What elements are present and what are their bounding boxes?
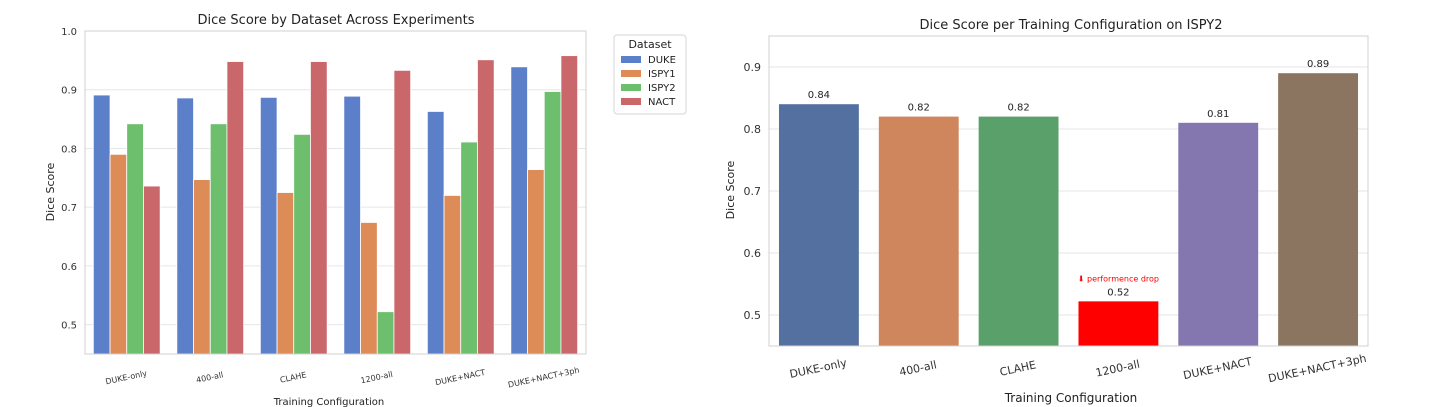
left-bar — [293, 133, 311, 355]
right-xtick-label: DUKE-only — [788, 356, 848, 381]
left-ytick-label: 0.5 — [61, 321, 77, 332]
left-bar — [376, 311, 395, 355]
right-ytick-label: 0.9 — [744, 61, 762, 74]
right-bar — [1078, 301, 1159, 346]
left-chart: Dice Score by Dataset Across Experiments… — [44, 13, 687, 407]
right-ytick-label: 0.7 — [744, 185, 762, 198]
left-bar — [543, 91, 562, 355]
left-legend: Dataset DUKE ISPY1 ISPY2 NACT — [613, 34, 687, 115]
left-xtick-label: DUKE-only — [105, 369, 148, 387]
right-value-label: 0.81 — [1207, 109, 1229, 120]
right-bar — [978, 116, 1059, 346]
legend-swatch — [621, 98, 641, 105]
left-bar — [343, 95, 361, 355]
right-value-label: 0.82 — [1007, 103, 1029, 114]
right-bar — [878, 116, 959, 346]
left-ytick-label: 0.8 — [61, 144, 77, 155]
left-bar — [510, 66, 528, 355]
right-value-label: 0.82 — [908, 103, 930, 114]
left-bar — [360, 222, 378, 355]
left-xtick-label: DUKE+NACT — [434, 368, 486, 387]
right-xtick-label: CLAHE — [999, 358, 1038, 378]
left-bar — [143, 185, 161, 355]
right-plot-frame — [768, 35, 1369, 347]
right-xtick-label: 400-all — [898, 358, 938, 379]
left-bar — [393, 69, 412, 355]
right-ytick-label: 0.8 — [744, 123, 762, 136]
right-bar — [1178, 122, 1259, 346]
right-xtick-label: DUKE+NACT+3ph — [1267, 352, 1368, 386]
right-bar — [778, 104, 859, 346]
legend-box — [613, 34, 687, 115]
legend-swatch — [621, 70, 641, 77]
right-chart-xlabel: Training Configuration — [1004, 391, 1138, 405]
left-xtick-label: DUKE+NACT+3ph — [507, 366, 580, 390]
right-ytick-label: 0.5 — [744, 309, 762, 322]
left-bar — [460, 141, 478, 355]
left-bar — [527, 169, 545, 355]
legend-swatch — [621, 56, 641, 63]
right-chart: Dice Score per Training Configuration on… — [724, 18, 1369, 405]
right-xtick-label: DUKE+NACT — [1182, 355, 1253, 382]
left-chart-xlabel: Training Configuration — [273, 397, 384, 407]
right-ytick-label: 0.6 — [744, 247, 762, 260]
left-plot-frame — [84, 30, 587, 355]
left-xtick-label: CLAHE — [279, 370, 307, 384]
left-bar — [310, 61, 328, 355]
left-bar — [477, 59, 495, 355]
left-bar — [92, 94, 111, 355]
left-ytick-label: 0.7 — [61, 203, 77, 214]
right-chart-ylabel: Dice Score — [724, 160, 737, 219]
left-bar — [176, 97, 194, 355]
legend-swatch — [621, 84, 641, 91]
right-bar — [1278, 73, 1359, 346]
right-xtick-label: 1200-all — [1094, 358, 1141, 380]
left-bar — [259, 96, 278, 355]
left-bar — [193, 179, 211, 355]
left-bar — [443, 195, 462, 355]
left-bar — [276, 192, 295, 355]
right-chart-title: Dice Score per Training Configuration on… — [919, 18, 1222, 33]
left-bar — [226, 61, 245, 355]
legend-label: ISPY2 — [648, 83, 676, 94]
left-xtick-label: 1200-all — [360, 370, 394, 386]
left-ytick-label: 1.0 — [61, 27, 77, 38]
legend-label: DUKE — [648, 55, 676, 66]
left-bar — [560, 55, 579, 355]
left-ytick-label: 0.6 — [61, 262, 77, 273]
left-xtick-label: 400-all — [195, 370, 224, 385]
right-value-label: 0.89 — [1307, 59, 1329, 70]
legend-title: Dataset — [628, 38, 672, 51]
left-chart-ylabel: Dice Score — [44, 162, 57, 221]
left-chart-title: Dice Score by Dataset Across Experiments — [198, 13, 475, 28]
left-bar — [209, 123, 228, 355]
right-value-label: 0.52 — [1107, 287, 1129, 298]
left-bar — [109, 153, 128, 355]
left-bar — [426, 111, 445, 355]
right-value-label: 0.84 — [808, 90, 830, 101]
performance-drop-annotation: ⬇ performence drop — [1078, 274, 1159, 283]
legend-label: ISPY1 — [648, 69, 676, 80]
legend-label: NACT — [648, 97, 676, 108]
left-ytick-label: 0.9 — [61, 86, 77, 97]
left-bar — [126, 123, 144, 355]
